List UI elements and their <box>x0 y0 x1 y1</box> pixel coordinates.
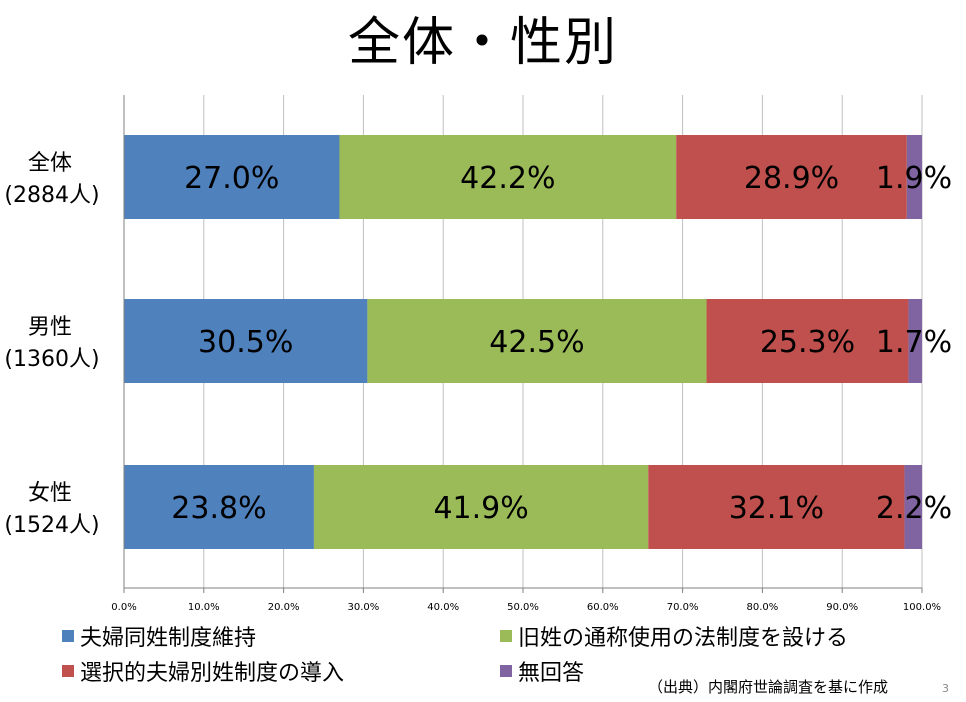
data-labels: 27.0% 42.2% 28.9% 1.9% 30.5% 42.5% 25.3% 1.7% 23… <box>171 161 952 526</box>
bar-data-label: 42.5% <box>489 325 584 360</box>
category-label: 全体 <box>28 151 72 176</box>
bar-segment <box>676 135 907 219</box>
bar-segment <box>339 135 677 219</box>
x-tick-label: 20.0% <box>268 602 300 613</box>
bar-data-label: 1.9% <box>876 161 952 196</box>
bar-data-label: 30.5% <box>198 325 293 360</box>
bar-segments <box>124 135 922 549</box>
legend-swatch <box>500 630 512 642</box>
bar-data-label: 25.3% <box>760 325 855 360</box>
bar-segment <box>908 299 922 383</box>
x-axis: 0.0% 10.0% 20.0% 30.0% 40.0% 50.0% 60.0% 70.0% 8… <box>111 95 941 613</box>
legend-swatch <box>62 665 74 677</box>
legend-label: 旧姓の通称使用の法制度を設ける <box>518 626 849 651</box>
x-tick-label: 0.0% <box>111 602 136 613</box>
legend-label: 選択的夫婦別姓制度の導入 <box>80 661 345 686</box>
bar-data-label: 1.7% <box>876 325 952 360</box>
bar-data-label: 28.9% <box>744 161 839 196</box>
page-number: 3 <box>942 682 949 695</box>
x-tick-label: 70.0% <box>667 602 699 613</box>
category-label: 男性 <box>28 315 72 340</box>
bar-segment <box>124 299 368 383</box>
bar-segment <box>313 465 649 549</box>
legend-item: 旧姓の通称使用の法制度を設ける <box>500 620 848 652</box>
source-note: （出典）内閣府世論調査を基に作成 <box>648 678 889 696</box>
x-tick-label: 30.0% <box>348 602 380 613</box>
legend-label: 夫婦同姓制度維持 <box>80 626 257 651</box>
category-sublabel: (1360人) <box>4 347 99 372</box>
bar-segment <box>648 465 905 549</box>
x-tick-label: 80.0% <box>747 602 779 613</box>
x-tick-label: 100.0% <box>903 602 941 613</box>
x-tick-label: 90.0% <box>826 602 858 613</box>
bar-segment <box>906 135 922 219</box>
bar-segment <box>367 299 707 383</box>
x-tick-label: 50.0% <box>507 602 539 613</box>
legend-swatch <box>500 665 512 677</box>
bar-data-label: 32.1% <box>729 491 824 526</box>
legend-item: 夫婦同姓制度維持 <box>62 620 256 652</box>
bar-data-label: 2.2% <box>876 491 952 526</box>
x-tick-label: 40.0% <box>427 602 459 613</box>
legend-item: 選択的夫婦別姓制度の導入 <box>62 655 344 687</box>
legend-swatch <box>62 630 74 642</box>
chart-title: 全体・性別 <box>347 13 618 73</box>
bar-data-label: 27.0% <box>184 161 279 196</box>
x-tick-label: 10.0% <box>188 602 220 613</box>
category-sublabel: (2884人) <box>4 183 99 208</box>
bar-data-label: 42.2% <box>460 161 555 196</box>
bar-segment <box>706 299 909 383</box>
bar-segment <box>904 465 922 549</box>
category-labels: 全体 (2884人) 男性 (1360人) 女性 (1524人) <box>4 151 99 538</box>
bar-data-label: 41.9% <box>433 491 528 526</box>
bar-data-label: 23.8% <box>171 491 266 526</box>
legend-label: 無回答 <box>518 661 585 686</box>
bar-segment <box>124 465 314 549</box>
legend-item: 無回答 <box>500 655 584 687</box>
category-sublabel: (1524人) <box>4 513 99 538</box>
category-label: 女性 <box>28 481 72 506</box>
x-tick-label: 60.0% <box>587 602 619 613</box>
bar-segment <box>124 135 340 219</box>
